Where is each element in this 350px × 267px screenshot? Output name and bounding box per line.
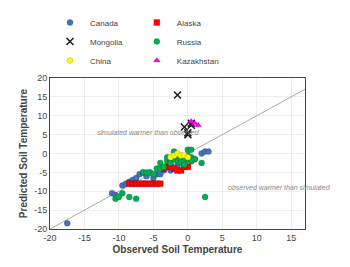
svg-text:Russia: Russia: [177, 38, 202, 47]
svg-text:-15: -15: [78, 233, 91, 243]
svg-text:15: 15: [37, 92, 47, 102]
svg-text:-10: -10: [34, 186, 47, 196]
svg-text:simulated warmer than observed: simulated warmer than observed: [97, 129, 200, 136]
svg-text:Canada: Canada: [90, 19, 119, 28]
svg-text:Kazakhstan: Kazakhstan: [177, 57, 219, 66]
svg-text:5: 5: [220, 233, 225, 243]
svg-text:Alaska: Alaska: [177, 19, 202, 28]
svg-text:20: 20: [37, 73, 47, 83]
svg-text:-10: -10: [112, 233, 125, 243]
svg-text:0: 0: [42, 149, 47, 159]
svg-text:-15: -15: [34, 205, 47, 215]
svg-text:0: 0: [185, 233, 190, 243]
svg-text:10: 10: [37, 111, 47, 121]
svg-text:Observed Soil Temperature: Observed Soil Temperature: [113, 244, 243, 255]
svg-text:-20: -20: [43, 233, 56, 243]
svg-text:-20: -20: [34, 224, 47, 234]
svg-text:5: 5: [42, 130, 47, 140]
svg-text:Mongolia: Mongolia: [90, 38, 123, 47]
svg-text:10: 10: [252, 233, 262, 243]
svg-text:-5: -5: [39, 168, 47, 178]
svg-text:China: China: [90, 57, 111, 66]
svg-text:observed warmer than simulated: observed warmer than simulated: [228, 184, 331, 191]
svg-text:-5: -5: [149, 233, 157, 243]
svg-text:Predicted Soil Temperature: Predicted Soil Temperature: [18, 88, 29, 218]
svg-text:15: 15: [286, 233, 296, 243]
